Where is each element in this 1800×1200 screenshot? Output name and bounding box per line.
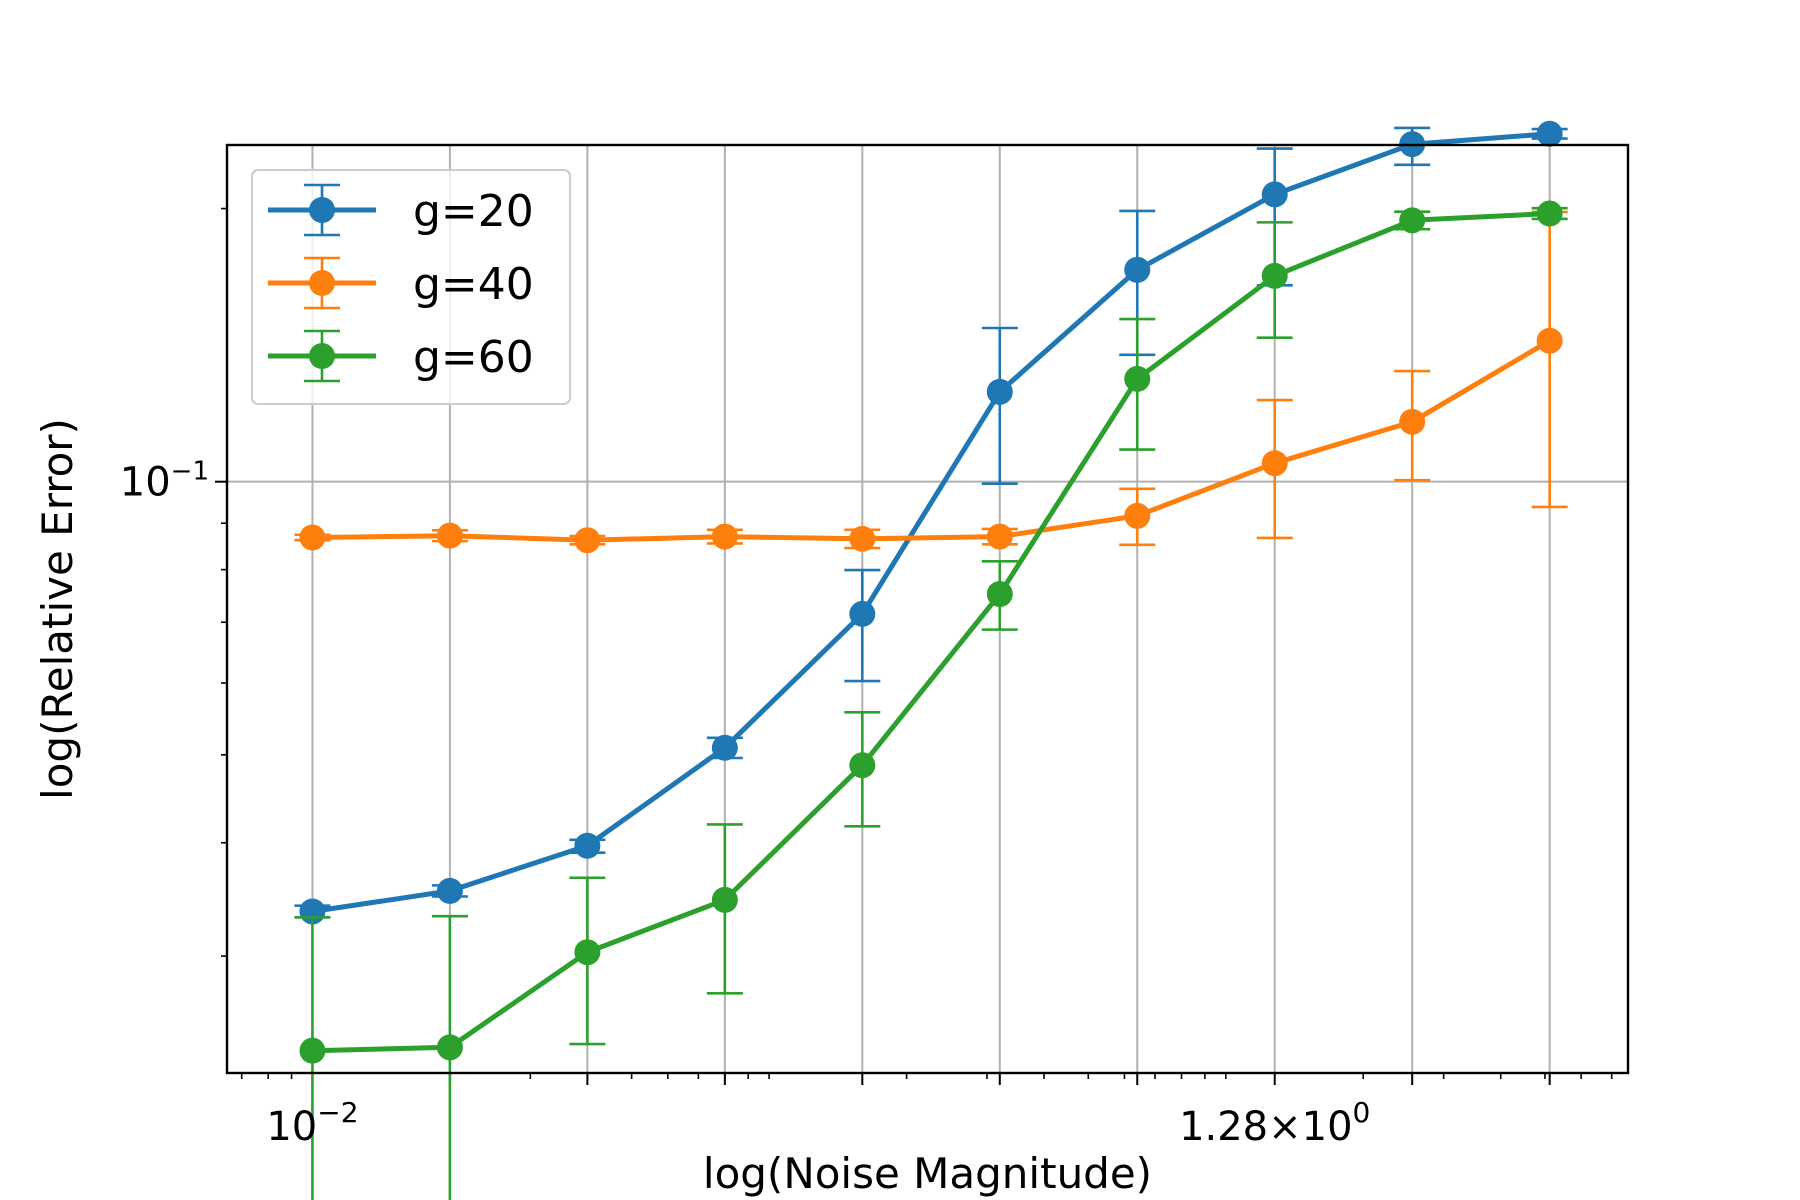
major-ticks — [215, 480, 1551, 1085]
data-point — [1399, 408, 1426, 435]
data-point — [574, 939, 601, 966]
tick-labels: 10−2 1.28×100 10−1 — [120, 457, 1371, 1150]
data-point — [1261, 181, 1288, 208]
series-line — [312, 338, 1551, 543]
data-point — [436, 522, 463, 549]
legend-marker — [309, 197, 335, 223]
data-point — [1261, 262, 1288, 289]
legend-label: g=40 — [413, 259, 534, 310]
data-point — [849, 525, 876, 552]
data-point — [1536, 200, 1563, 227]
data-point — [986, 581, 1013, 608]
x-tick-label: 10−2 — [266, 1096, 358, 1150]
data-point — [711, 734, 738, 761]
data-point — [711, 886, 738, 913]
data-point — [849, 752, 876, 779]
data-point — [574, 832, 601, 859]
series-line — [312, 131, 1550, 914]
x-axis-title: log(Noise Magnitude) — [703, 1149, 1152, 1198]
legend-entry: g=40 — [268, 256, 534, 310]
data-point — [1124, 256, 1151, 283]
data-point — [1261, 450, 1288, 477]
series-g=60 — [294, 200, 1568, 1200]
legend-label: g=60 — [413, 332, 534, 383]
data-point — [1536, 327, 1563, 354]
legend-entry: g=20 — [268, 183, 534, 237]
plot-frame — [225, 143, 1630, 1075]
series-line — [312, 211, 1550, 1054]
data-point — [849, 600, 876, 627]
data-point — [574, 527, 601, 554]
y-axis-title: log(Relative Error) — [33, 418, 82, 800]
data-point — [711, 523, 738, 550]
legend-label: g=20 — [413, 186, 534, 237]
data-point — [1124, 502, 1151, 529]
data-point — [1124, 365, 1151, 392]
series-layer — [294, 120, 1568, 1200]
data-point — [436, 877, 463, 904]
x-tick-label: 1.28×100 — [1179, 1096, 1370, 1150]
legend-marker — [309, 270, 335, 296]
data-point — [1536, 120, 1563, 147]
legend: g=20 g=40 g=60 — [251, 169, 571, 405]
data-point — [986, 378, 1013, 405]
data-point — [1399, 207, 1426, 234]
series-g=40 — [294, 210, 1568, 554]
legend-marker — [309, 343, 335, 369]
series-g=20 — [294, 120, 1568, 925]
data-point — [986, 523, 1013, 550]
data-point — [299, 1037, 326, 1064]
legend-entry: g=60 — [268, 329, 534, 383]
data-point — [299, 524, 326, 551]
y-tick-label: 10−1 — [120, 457, 209, 506]
legend-box — [251, 169, 571, 405]
data-point — [436, 1034, 463, 1061]
